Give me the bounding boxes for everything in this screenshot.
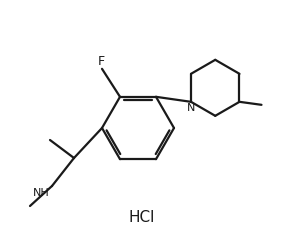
Text: HCl: HCl xyxy=(129,211,155,225)
Text: N: N xyxy=(187,103,195,113)
Text: NH: NH xyxy=(33,188,50,198)
Text: F: F xyxy=(97,55,105,68)
